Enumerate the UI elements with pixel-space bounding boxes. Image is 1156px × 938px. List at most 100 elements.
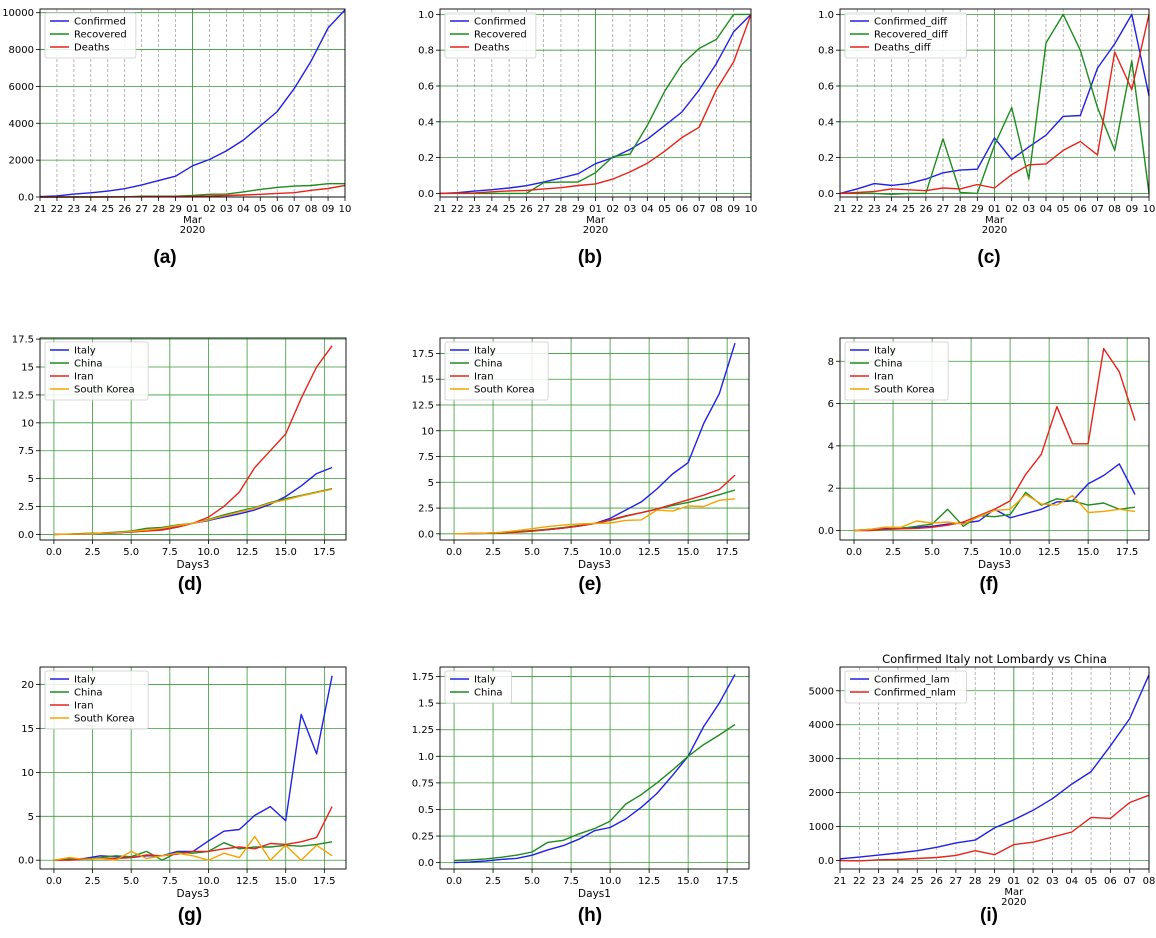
x-tick-label: 07 [693,204,706,215]
y-tick-label: 0.8 [418,46,434,57]
x-tick-label: 0.0 [46,876,62,887]
series-line-confirmed-nlam [839,794,1150,862]
x-tick-label: 2.5 [85,547,101,558]
x-tick-label: 08 [1108,204,1121,215]
x-tick-label: 17.5 [716,876,738,887]
x-tick-label: 28 [969,876,982,887]
series-line-confirmed [39,9,346,198]
x-tick-label: 5.0 [924,547,940,558]
legend-entry: China [74,359,103,370]
y-tick-label: 5 [28,812,34,823]
x-tick-label: 04 [237,204,250,215]
y-tick-label: 1.0 [818,10,834,21]
x-tick-label: 22 [851,204,864,215]
x-tick-label: 12.5 [236,876,258,887]
panel-label: (a) [153,247,176,268]
chart-panel-5: 0.0 2.5 5 7.5 10 12.5 15 17.5 0.0 2.5 5.0 7.5 10.0 12… [412,337,750,571]
series-line-italy [53,466,333,536]
x-tick-label: 15.0 [275,547,297,558]
x-tick-label: 7.5 [563,547,579,558]
series-line-south-korea [53,488,333,536]
series-line-south-korea [853,493,1136,532]
y-tick-label: 4000 [809,720,834,731]
y-tick-label: 15 [21,724,34,735]
legend-entry: South Korea [474,385,535,396]
y-tick-label: 10 [21,768,34,779]
x-tick-label: 7.5 [162,547,178,558]
x-sublabel: 2020 [180,225,205,236]
x-tick-label: 29 [572,204,585,215]
y-tick-label: 20 [21,680,34,691]
legend-entry: Confirmed [74,17,126,28]
x-tick-label: 02 [606,204,619,215]
x-tick-label: 22 [51,204,64,215]
x-tick-label: 15.0 [1077,547,1099,558]
x-tick-label: 12.5 [236,547,258,558]
x-tick-label: 5.0 [123,547,139,558]
legend-box [44,341,149,401]
series-line-recovered-diff [840,13,1150,196]
legend-box [44,670,149,730]
y-tick-label: 12.5 [412,400,434,411]
plot-frame [439,666,750,870]
legend-entry: Italy [74,346,96,357]
y-tick-label: 4000 [9,119,34,130]
series-line-iran [453,474,736,535]
y-tick-label: 5 [428,478,434,489]
x-tick-label: 01 [589,204,602,215]
chart-panel-3: 0.0 0.2 0.4 0.6 0.8 1.0 21 22 23 24 25 26 27 28 29 01 02… [818,8,1155,236]
y-tick-label: 0.4 [418,117,434,128]
x-tick-label: 24 [84,204,97,215]
x-tick-label: 04 [1065,876,1078,887]
x-tick-label: 0.0 [46,547,62,558]
series-line-iran [53,806,333,861]
x-axis-label: Days3 [978,559,1011,571]
x-tick-label: 2.5 [885,547,901,558]
x-tick-label: 01 [988,204,1001,215]
x-tick-label: 04 [1040,204,1053,215]
x-tick-label: 10 [339,204,352,215]
chart-panel-9: 0.0 1000 2000 3000 4000 5000 21 22 23 24 25 26 27 28 2… [809,652,1156,908]
x-tick-label: 29 [988,876,1001,887]
y-tick-label: 0.4 [818,117,834,128]
y-tick-label: 2.5 [18,502,34,513]
legend-entry: Iran [74,701,94,712]
x-tick-label: 24 [485,204,498,215]
series-line-recovered [440,13,751,195]
x-tick-label: 06 [1074,204,1087,215]
panel-label: (c) [977,247,1000,268]
y-tick-label: 1.0 [418,752,434,763]
x-tick-label: 5.0 [524,876,540,887]
x-tick-label: 25 [911,876,924,887]
x-tick-label: 21 [834,876,847,887]
x-axis-label: Days3 [578,559,611,571]
x-sublabel: 2020 [583,225,608,236]
x-tick-label: 25 [101,204,114,215]
series-line-italy [853,463,1136,532]
x-tick-label: 10.0 [197,547,219,558]
x-tick-label: 26 [919,204,932,215]
series-line-iran [854,347,1136,532]
legend-entry: Deaths_diff [874,43,932,54]
x-sublabel: 2020 [982,225,1007,236]
x-tick-label: 23 [68,204,81,215]
x-tick-label: 05 [1085,876,1098,887]
x-tick-label: 03 [1022,204,1035,215]
legend-entry: Confirmed_nlam [874,688,956,699]
chart-panel-8: 0.0 0.25 0.5 0.75 1.0 1.25 1.5 1.75 0.0 2.5 5.0 7.5… [412,666,750,900]
legend-entry: China [874,359,903,370]
legend-entry: Iran [74,372,94,383]
y-tick-label: 12.5 [12,390,34,401]
x-tick-label: 05 [1057,204,1070,215]
y-tick-label: 1.0 [418,10,434,21]
x-tick-label: 7.5 [563,876,579,887]
plot-frame [839,337,1150,541]
x-tick-label: 03 [624,204,637,215]
y-tick-label: 0.0 [18,193,34,204]
y-tick-label: 0.0 [418,858,434,869]
y-tick-label: 15 [421,375,434,386]
x-tick-label: 28 [954,204,967,215]
legend: Confirmed Recovered Deaths [44,12,137,59]
legend-entry: Iran [474,372,494,383]
